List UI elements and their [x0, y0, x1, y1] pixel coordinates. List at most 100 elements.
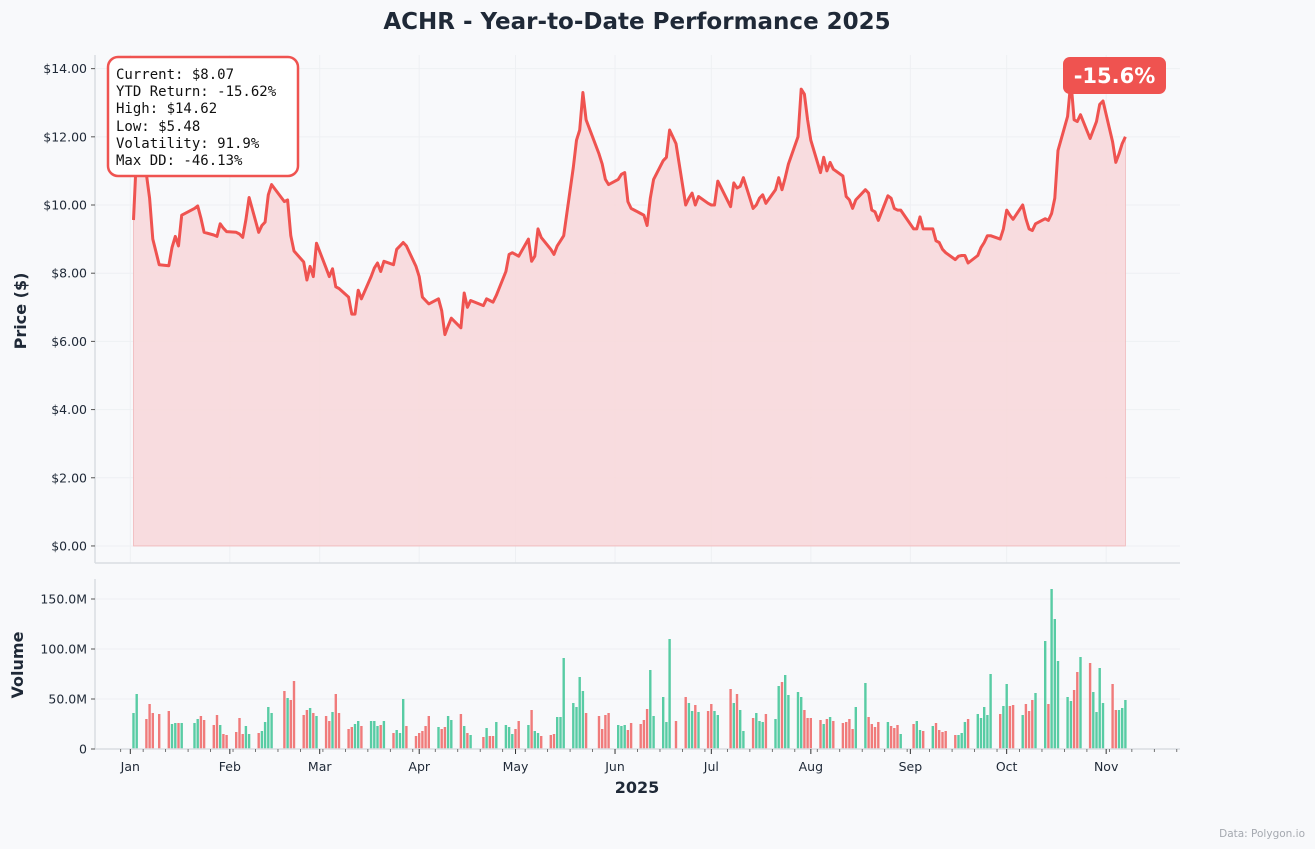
volume-bar	[584, 713, 588, 749]
volume-bar	[581, 691, 585, 749]
volume-bar	[158, 714, 161, 749]
volume-bar	[623, 725, 626, 749]
price-y-ticks: $0.00 $2.00 $4.00 $6.00 $8.00 $10.00 $12.00 $14…	[43, 61, 95, 553]
volume-bar	[260, 731, 264, 749]
stats-volatility: Volatility: 91.9%	[116, 136, 260, 152]
volume-bar	[308, 708, 312, 749]
volume-bar	[530, 710, 533, 749]
volume-bar	[135, 694, 138, 749]
volume-bar	[918, 730, 922, 749]
volume-bar	[809, 718, 812, 749]
volume-bar	[784, 675, 787, 749]
volume-bar	[331, 712, 334, 749]
volume-bar	[511, 734, 514, 749]
volume-bar	[931, 726, 934, 749]
volume-bar	[803, 710, 806, 749]
volume-bar	[504, 725, 508, 749]
volume-bar	[1027, 711, 1031, 749]
chart-title: ACHR - Year-to-Date Performance 2025	[383, 9, 890, 35]
x-tick-label: Jul	[703, 759, 719, 774]
volume-bar	[437, 727, 440, 749]
volume-bar	[270, 713, 273, 749]
volume-bar	[845, 722, 848, 749]
volume-bar	[418, 733, 421, 749]
volume-bar	[337, 713, 341, 749]
return-badge: -15.6%	[1063, 57, 1166, 94]
volume-bar	[886, 722, 890, 749]
volume-bar	[966, 719, 970, 749]
volume-bar	[1124, 700, 1127, 749]
volume-bar	[1069, 701, 1073, 749]
volume-bar	[379, 725, 382, 749]
volume-bar	[780, 682, 784, 749]
price-tick-label: $12.00	[43, 129, 87, 144]
volume-y-ticks: 0 50.0M 100.0M 150.0M	[40, 592, 95, 757]
volume-bar	[424, 726, 427, 749]
volume-y-axis-title: Volume	[8, 631, 27, 698]
volume-bar	[1092, 692, 1095, 749]
volume-bar	[825, 719, 829, 749]
volume-bar	[954, 735, 957, 749]
volume-bar	[148, 704, 151, 749]
volume-bars	[132, 589, 1127, 749]
volume-bar	[167, 711, 170, 749]
volume-bar	[373, 721, 376, 749]
stats-box: Current: $8.07 YTD Return: -15.62% High:…	[106, 55, 300, 178]
volume-bar	[889, 726, 893, 749]
volume-bar	[626, 730, 630, 749]
volume-bar	[235, 732, 238, 749]
x-tick-label: Oct	[996, 759, 1018, 774]
x-tick-label: Nov	[1094, 759, 1119, 774]
volume-bar	[241, 734, 244, 749]
volume-bar	[459, 714, 463, 749]
volume-bar	[1005, 684, 1008, 749]
volume-bar	[1008, 706, 1012, 749]
volume-bar	[174, 723, 177, 749]
volume-bar	[527, 725, 530, 749]
x-axis-ticks: Jan Feb Mar Apr May Jun Jul Aug Sep Oct Nov	[120, 749, 1178, 774]
volume-bar	[787, 695, 790, 749]
volume-bar	[202, 720, 206, 749]
volume-bar	[915, 721, 918, 749]
x-tick-label: Aug	[799, 759, 823, 774]
x-tick-label: Jun	[604, 759, 625, 774]
stats-current: Current: $8.07	[116, 67, 234, 83]
volume-bar	[912, 724, 915, 749]
volume-bar	[132, 713, 135, 749]
volume-bar	[989, 674, 992, 749]
volume-tick-label: 150.0M	[40, 592, 87, 607]
volume-bar	[796, 692, 800, 749]
volume-bar	[864, 683, 867, 749]
volume-bar	[559, 717, 562, 749]
volume-bar	[446, 716, 450, 749]
volume-bar	[1066, 697, 1069, 749]
volume-bar	[427, 716, 430, 749]
volume-bar	[687, 703, 691, 749]
volume-bar	[710, 704, 713, 749]
volume-bar	[302, 715, 305, 749]
volume-bar	[215, 715, 219, 749]
volume-bar	[922, 731, 925, 749]
volume-bar	[668, 639, 671, 749]
volume-bar	[292, 681, 296, 749]
volume-bar	[761, 722, 764, 749]
price-line	[132, 79, 1127, 337]
volume-bar	[597, 716, 601, 749]
price-panel: $0.00 $2.00 $4.00 $6.00 $8.00 $10.00 $12.00 $14…	[11, 55, 1180, 564]
volume-tick-label: 0	[79, 742, 87, 757]
volume-bar	[469, 735, 472, 749]
volume-bar	[629, 723, 633, 749]
volume-bar	[145, 719, 148, 749]
volume-bar	[414, 736, 418, 749]
volume-bar	[877, 722, 880, 749]
volume-bar	[263, 722, 267, 749]
volume-bar	[222, 734, 225, 749]
volume-bar	[601, 729, 604, 749]
volume-bar	[739, 710, 742, 749]
price-tick-label: $10.00	[43, 198, 87, 213]
volume-bar	[196, 719, 199, 749]
volume-bar	[193, 723, 196, 749]
volume-bar	[572, 703, 575, 749]
volume-bar	[617, 725, 620, 749]
volume-bar	[360, 726, 363, 749]
